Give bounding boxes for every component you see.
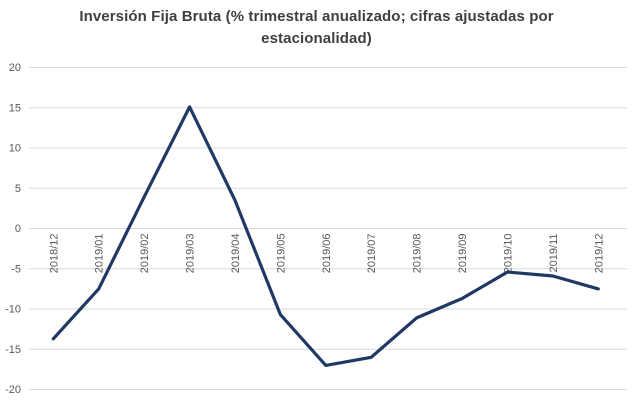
y-axis-tick-label: 20 (9, 62, 21, 74)
chart-title-line-1: Inversión Fija Bruta (% trimestral anual… (79, 8, 554, 25)
y-axis-tick-label: -15 (5, 344, 21, 356)
data-line-series (51, 105, 600, 367)
x-axis-tick-label: 2019/12 (593, 234, 605, 274)
y-axis-tick-label: 0 (15, 223, 21, 235)
y-axis-tick-label: 5 (15, 183, 21, 195)
y-axis-tick-label: -10 (5, 304, 21, 316)
x-axis-tick-label: 2019/04 (230, 234, 242, 274)
chart-title-line-2: estacionalidad) (261, 30, 372, 47)
x-axis-tick-label: 2019/09 (457, 234, 469, 274)
x-axis-tick-label: 2019/07 (366, 234, 378, 274)
y-axis-tick-label: -5 (11, 263, 21, 275)
y-axis-tick-label: -20 (5, 384, 21, 396)
x-axis-tick-label: 2019/01 (94, 234, 106, 274)
x-axis-tick-label: 2019/06 (321, 234, 333, 274)
x-axis-tick-label: 2018/12 (48, 234, 60, 274)
x-axis-tick-label: 2019/10 (502, 234, 514, 274)
x-axis-tick-label: 2019/03 (185, 234, 197, 274)
x-axis-tick-label: 2019/11 (548, 234, 560, 273)
y-axis-tick-label: 15 (9, 102, 21, 114)
x-axis-tick-label: 2019/05 (275, 234, 287, 274)
x-axis-tick-label: 2019/02 (139, 234, 151, 274)
x-axis-tick-label: 2019/08 (412, 234, 424, 274)
chart-title: Inversión Fija Bruta (% trimestral anual… (0, 6, 633, 50)
y-axis-tick-label: 10 (9, 143, 21, 155)
